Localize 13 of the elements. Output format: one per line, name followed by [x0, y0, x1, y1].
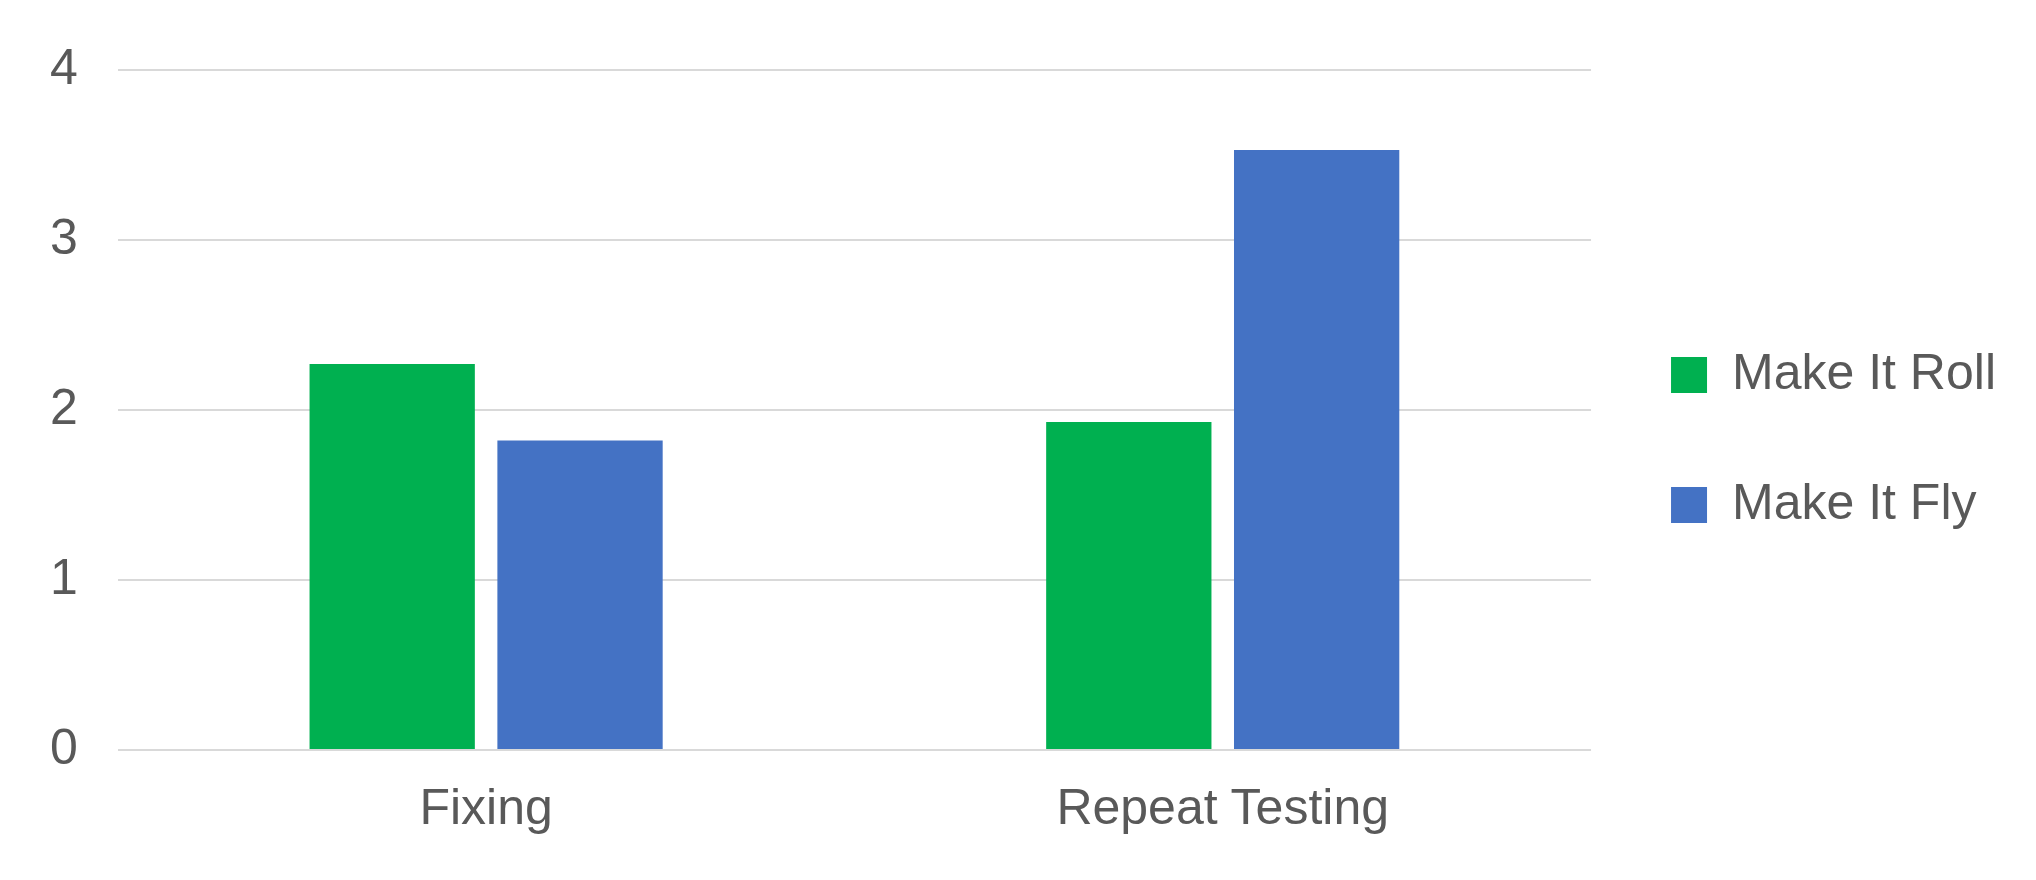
- bar: [497, 440, 663, 749]
- legend-label: Make It Roll: [1732, 343, 1996, 400]
- y-tick-label: 0: [50, 718, 78, 775]
- legend-label: Make It Fly: [1732, 473, 1977, 530]
- x-tick-label: Fixing: [419, 778, 553, 835]
- bar: [1234, 149, 1400, 749]
- y-tick-label: 3: [50, 208, 78, 265]
- y-tick-label: 2: [50, 378, 78, 435]
- bar: [1046, 421, 1212, 749]
- y-tick-label: 1: [50, 548, 78, 605]
- x-tick-label: Repeat Testing: [1056, 778, 1390, 835]
- bar: [309, 364, 475, 749]
- y-tick-label: 4: [50, 38, 78, 95]
